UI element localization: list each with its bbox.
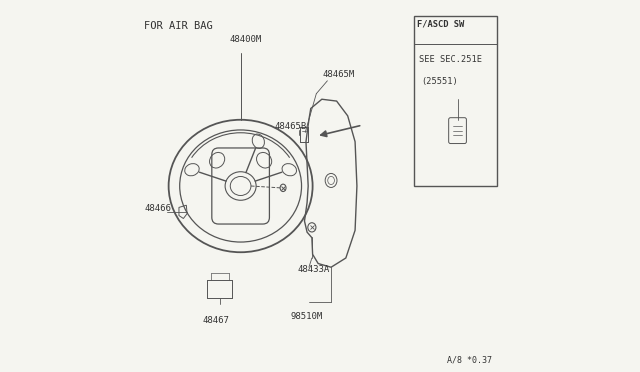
Text: (25551): (25551) xyxy=(420,77,458,86)
Text: 48400M: 48400M xyxy=(230,35,262,44)
Text: 48465M: 48465M xyxy=(323,70,355,79)
Text: SEE SEC.251E: SEE SEC.251E xyxy=(419,55,481,64)
Text: 48466: 48466 xyxy=(145,205,172,214)
Text: FOR AIR BAG: FOR AIR BAG xyxy=(143,20,212,31)
Text: F/ASCD SW: F/ASCD SW xyxy=(417,19,464,28)
Text: 48467: 48467 xyxy=(203,316,230,325)
Text: 48465B: 48465B xyxy=(275,122,307,131)
Text: 98510M: 98510M xyxy=(291,311,323,321)
Text: A/8 *0.37: A/8 *0.37 xyxy=(447,356,492,365)
Text: 48433A: 48433A xyxy=(298,265,330,275)
